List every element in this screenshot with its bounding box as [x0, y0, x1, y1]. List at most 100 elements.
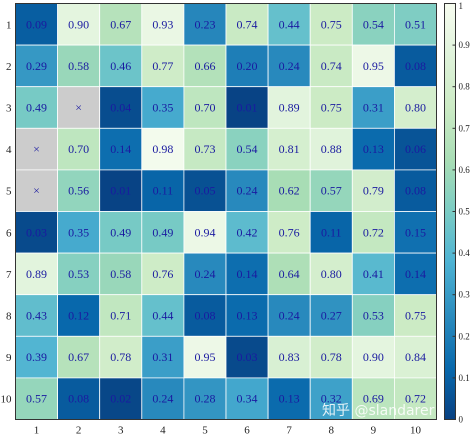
cell-value-label: 0.02	[110, 392, 131, 406]
cell-value-label: 0.35	[68, 225, 89, 239]
plot-frame	[15, 3, 437, 420]
y-tick-label: 8	[6, 311, 12, 323]
heatmap-cell	[309, 252, 353, 296]
cell-value-label: 0.34	[237, 392, 258, 406]
heatmap-cell	[225, 211, 269, 254]
heatmap-cell	[183, 377, 227, 420]
cell-value-label: 0.01	[110, 184, 131, 198]
heatmap-cell	[57, 294, 101, 337]
cell-value-label: 0.62	[279, 184, 300, 198]
heatmap-cell	[183, 335, 227, 379]
heatmap-cell	[309, 86, 353, 129]
cell-value-label: 0.24	[194, 267, 215, 281]
colorbar-tick-label: 0.5	[459, 207, 471, 217]
y-tick-label: 6	[6, 227, 12, 239]
heatmap-cell	[267, 44, 311, 88]
heatmap-cell	[99, 169, 143, 212]
heatmap-cell	[225, 252, 269, 296]
heatmap-cell	[309, 3, 353, 46]
heatmap-cell	[183, 211, 227, 254]
cell-value-label: 0.54	[363, 17, 384, 31]
cell-value-label: 0.11	[153, 184, 174, 198]
cell-value-label: 0.72	[405, 392, 426, 406]
cell-value-label: 0.03	[26, 225, 47, 239]
heatmap-cell	[141, 252, 185, 296]
colorbar-tick-label: 0.3	[459, 290, 471, 300]
cell-value-label: 0.13	[363, 142, 384, 156]
cell-value-label: 0.13	[237, 309, 258, 323]
heatmap-cell	[393, 44, 437, 88]
y-axis-ticks: 1 2 3 4 5 6 7 8 9 10	[1, 19, 13, 405]
cell-value-label: 0.51	[405, 17, 426, 31]
heatmap-cell	[267, 335, 311, 379]
cell-value-label: 0.75	[321, 17, 342, 31]
cell-value-label: 0.81	[279, 142, 300, 156]
cell-value-label: 0.46	[110, 59, 131, 73]
cell-value-label: 0.89	[26, 267, 47, 281]
heatmap-cell	[99, 335, 143, 379]
cell-value-label: 0.78	[321, 350, 342, 364]
heatmap-cell	[393, 3, 437, 46]
cell-value-label: 0.67	[110, 17, 131, 31]
cell-value-label: 0.29	[26, 59, 47, 73]
colorbar-tick-label: 1	[459, 1, 464, 11]
heatmap-cell	[351, 252, 395, 296]
cell-value-label: ×	[33, 184, 40, 198]
cell-value-label: 0.80	[321, 267, 342, 281]
heatmap-cell	[57, 3, 101, 46]
cell-value-label: 0.66	[194, 59, 215, 73]
cell-value-label: 0.08	[405, 184, 426, 198]
cell-value-label: 0.24	[279, 309, 300, 323]
cell-value-label: 0.90	[68, 17, 89, 31]
heatmap-cell	[351, 335, 395, 379]
cell-value-label: 0.94	[194, 225, 215, 239]
heatmap-cell	[267, 252, 311, 296]
heatmap-cell	[15, 252, 58, 296]
cell-value-label: 0.58	[68, 59, 89, 73]
cell-value-label: 0.57	[321, 184, 342, 198]
x-tick-label: 7	[286, 425, 292, 437]
heatmap-cell	[99, 86, 143, 129]
cell-value-label: 0.31	[152, 350, 173, 364]
cell-value-label: 0.14	[110, 142, 131, 156]
cell-value-label: 0.89	[279, 101, 300, 115]
x-tick-label: 9	[371, 425, 377, 437]
cell-value-label: 0.93	[152, 17, 173, 31]
colorbar-tick-label: 0.9	[459, 40, 471, 50]
cell-value-label: 0.70	[194, 101, 215, 115]
heatmap-cell	[393, 127, 437, 171]
y-tick-label: 7	[6, 269, 12, 281]
x-tick-label: 2	[76, 425, 82, 437]
cell-value-label: 0.13	[279, 392, 300, 406]
heatmap-cell	[225, 3, 269, 46]
heatmap-cell	[15, 377, 58, 420]
cell-value-label: 0.57	[26, 392, 47, 406]
cell-value-label: 0.08	[68, 392, 89, 406]
cell-value-label: 0.84	[405, 350, 426, 364]
cell-value-label: 0.71	[110, 309, 131, 323]
cell-value-label: 0.67	[68, 350, 89, 364]
cell-value-label: 0.05	[194, 184, 215, 198]
cell-value-label: 0.76	[279, 225, 300, 239]
cell-value-label: 0.28	[194, 392, 215, 406]
cell-value-label: 0.04	[110, 101, 131, 115]
heatmap-cell	[351, 294, 395, 337]
colorbar-tick-label: 0.1	[459, 373, 470, 383]
heatmap-cell	[57, 335, 101, 379]
x-tick-label: 5	[202, 425, 208, 437]
y-tick-label: 2	[6, 61, 12, 73]
watermark-text: 知乎 @slandarer	[322, 402, 435, 419]
heatmap-cell	[141, 335, 185, 379]
cell-value-label: 0.14	[237, 267, 258, 281]
x-tick-label: 10	[410, 425, 422, 437]
cell-value-label: 0.14	[405, 267, 426, 281]
heatmap-cell	[141, 294, 185, 337]
heatmap-cell	[267, 377, 311, 420]
heatmap-cell	[351, 44, 395, 88]
heatmap-cell	[15, 3, 58, 46]
y-tick-label: 5	[6, 186, 12, 198]
cell-value-label: 0.49	[110, 225, 131, 239]
colorbar-tick-label: 0.6	[459, 165, 471, 175]
heatmap-cell	[225, 169, 269, 212]
